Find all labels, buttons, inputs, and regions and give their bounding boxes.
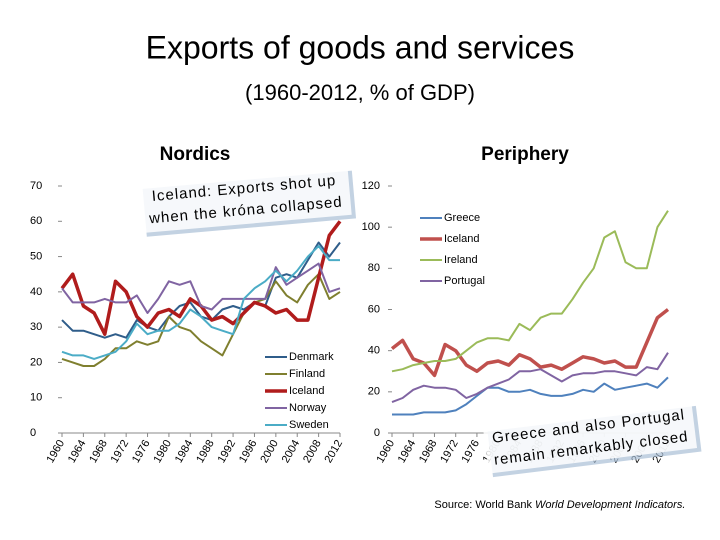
y-tick-label: 20 (30, 356, 42, 368)
legend-label: Iceland (444, 233, 479, 245)
slide-title: Exports of goods and services (146, 29, 575, 65)
y-tick-label: 20 (368, 386, 380, 398)
x-tick-label: 1980 (151, 438, 174, 465)
y-tick-label: 100 (362, 221, 380, 233)
x-tick-label: 1988 (194, 438, 217, 465)
series-line (392, 376, 669, 416)
chart-title: Periphery (481, 144, 569, 165)
series-line (61, 262, 341, 314)
y-tick-label: 40 (30, 286, 42, 298)
y-tick-label: 60 (368, 303, 380, 315)
x-tick-label: 1960 (44, 438, 67, 465)
x-tick-label: 1964 (396, 438, 419, 465)
x-tick-label: 1968 (87, 438, 110, 465)
chart-title: Nordics (160, 144, 231, 165)
x-tick-label: 2004 (280, 438, 303, 465)
y-tick-label: 60 (30, 215, 42, 227)
series-line (391, 210, 669, 373)
legend-label: Sweden (289, 419, 329, 431)
x-tick-label: 1996 (237, 438, 260, 465)
x-tick-label: 1972 (438, 438, 461, 465)
x-tick-label: 1992 (216, 438, 239, 465)
legend-label: Greece (444, 212, 480, 224)
y-tick-label: 120 (362, 180, 380, 192)
annotation-box (482, 402, 698, 474)
y-tick-label: 50 (30, 250, 42, 262)
legend-label: Portugal (444, 275, 485, 287)
legend-label: Norway (289, 402, 327, 414)
series-line (61, 245, 340, 360)
series-line (61, 241, 341, 339)
source: Source: World Bank (434, 499, 532, 511)
x-tick-label: 2008 (301, 438, 324, 465)
series-line (390, 308, 670, 378)
x-tick-label: 1976 (130, 438, 153, 465)
y-tick-label: 10 (30, 392, 42, 404)
legend-label: Ireland (444, 254, 478, 266)
x-tick-label: 2000 (258, 438, 281, 465)
y-tick-label: 40 (368, 345, 380, 357)
annotation-box (138, 166, 352, 234)
legend-label: Finland (289, 368, 325, 380)
series-line (391, 352, 669, 404)
slide-subtitle: (1960-2012, % of GDP) (245, 80, 475, 105)
x-tick-label: 1976 (459, 438, 482, 465)
series-line (61, 273, 341, 367)
x-tick-label: 1960 (374, 438, 397, 465)
x-tick-label: 1972 (109, 438, 132, 465)
x-tick-label: 2012 (322, 438, 345, 465)
x-tick-label: 1984 (173, 438, 196, 465)
x-tick-label: 1964 (66, 438, 89, 465)
y-tick-label: 70 (30, 180, 42, 192)
y-tick-label: 0 (30, 427, 36, 439)
y-tick-label: 80 (368, 262, 380, 274)
legend-label: Denmark (289, 351, 334, 363)
legend-label: Iceland (289, 385, 324, 397)
y-tick-label: 0 (374, 427, 380, 439)
x-tick-label: 1968 (417, 438, 440, 465)
y-tick-label: 30 (30, 321, 42, 333)
source-title: World Development Indicators. (535, 499, 685, 511)
